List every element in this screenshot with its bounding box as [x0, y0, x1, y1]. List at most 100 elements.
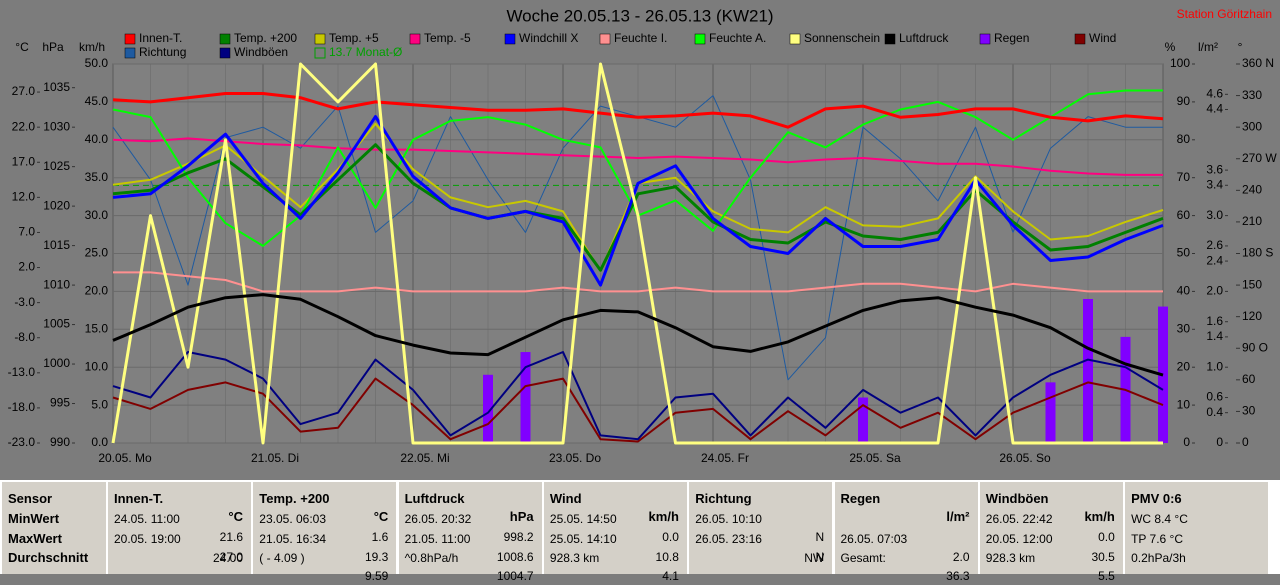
column-header: Innen-T. °C — [114, 490, 243, 524]
header-title: Sensor — [8, 491, 53, 506]
row-label: MinWert — [8, 511, 60, 526]
y-tick-label: -3.0 — [14, 295, 35, 309]
y-tick-label: 20 — [1177, 359, 1191, 373]
table-cell: 26.05. 10:10 N — [695, 510, 824, 544]
y-tick-label: 100 — [1170, 56, 1190, 70]
cell-value: 24.00 — [212, 551, 243, 565]
legend-label: Richtung — [139, 45, 186, 59]
y-tick-label: 50.0 — [85, 56, 109, 70]
legend-label: Wind — [1089, 31, 1116, 45]
table-column: Innen-T. °C 24.05. 11:00 21.6 20.05. 19:00 27… — [108, 482, 251, 574]
table-cell: 24.05. 11:00 21.6 — [114, 510, 243, 544]
series-line — [112, 137, 1163, 176]
legend-swatch — [979, 33, 991, 45]
legend-swatch — [219, 33, 231, 45]
y-tick-label: 10 — [1177, 397, 1191, 411]
axis-unit: hPa — [42, 40, 64, 54]
y-tick-label: 1035 — [43, 80, 70, 94]
series-line — [112, 351, 1164, 441]
row-label: MaxWert — [8, 530, 62, 546]
y-tick-label: 25.0 — [85, 246, 109, 260]
series-line — [112, 293, 1164, 377]
table-column: Sensor MinWert MaxWert Durchschnitt — [2, 482, 106, 574]
x-tick-label: 24.05. Fr — [701, 451, 749, 465]
y-tick-label: 70 — [1177, 170, 1191, 184]
station: Station Göritzhain — [1177, 7, 1272, 21]
y-tick-label: 90 O — [1242, 340, 1268, 354]
y-tick-label: 15.0 — [85, 321, 109, 335]
header-title: Regen — [840, 491, 881, 506]
legend-swatch — [314, 33, 326, 45]
legend-label: Feuchte A. — [709, 31, 766, 45]
cell-value: 998.2 — [503, 530, 534, 544]
cell-date: 26.05. 10:10 — [695, 512, 762, 526]
column-header: Windböen km/h — [985, 490, 1115, 524]
y-tick-label: 2.0 — [1206, 284, 1223, 298]
y-tick-label: 180 S — [1242, 246, 1273, 260]
y-tick-label: 90 — [1177, 94, 1191, 108]
header-unit: km/h — [1084, 509, 1115, 524]
rain-bar — [1045, 382, 1056, 443]
y-tick-label: 12.0 — [12, 190, 36, 204]
column-header: Regen l/m² — [840, 490, 970, 524]
rain-bar — [483, 374, 493, 443]
table-cell: 25.05. 14:10 10.8 — [550, 530, 679, 564]
y-tick-label: 7.0 — [18, 225, 35, 239]
series-line — [112, 115, 1164, 287]
y-tick-label: -13.0 — [8, 365, 36, 379]
y-tick-label: -23.0 — [8, 435, 36, 449]
legend-swatch — [409, 33, 421, 45]
axis-unit: °C — [15, 40, 29, 54]
cell-value: 4.1 — [662, 569, 679, 583]
legend-label: Temp. +200 — [234, 31, 297, 45]
column-header: Luftdruck hPa — [405, 490, 534, 524]
legend-label: Sonnenschein — [804, 31, 880, 45]
legend-swatch — [694, 33, 706, 45]
y-tick-label: 30.0 — [85, 208, 109, 222]
table-cell: 23.05. 06:03 1.6 — [259, 510, 388, 544]
cell-date: 928.3 km — [549, 551, 600, 565]
series-line — [112, 377, 1164, 443]
y-tick-label: 270 W — [1242, 151, 1277, 165]
cell-date: 26.05. 22:42 — [985, 512, 1053, 526]
cell-date: Gesamt: — [840, 551, 886, 565]
y-tick-label: 1030 — [43, 119, 70, 133]
cell-date: 928.3 km — [985, 551, 1036, 565]
table-column: Temp. +200 °C 23.05. 06:03 1.6 21.05. 16:34 1… — [253, 482, 397, 583]
cell-value: 21.6 — [219, 530, 243, 544]
cell-value: N — [815, 530, 825, 544]
table-column: PMV 0:6 WC 8.4 °C TP 7.6 °C 0.2hPa/3h — [1125, 482, 1269, 574]
cell-date: ( - 4.09 ) — [259, 551, 305, 565]
legend-swatch — [504, 33, 516, 45]
header-title: Windböen — [985, 491, 1049, 506]
table-cell: 928.3 km 5.5 — [985, 549, 1115, 583]
y-tick-label: -18.0 — [8, 400, 36, 414]
table-cell: 25.05. 14:50 0.0 — [550, 510, 679, 544]
header-title: Richtung — [695, 491, 752, 506]
header-title: Temp. +200 — [259, 491, 330, 506]
legend-swatch — [124, 33, 136, 45]
table-column: Wind km/h 25.05. 14:50 0.0 25.05. 14:10 10.8 9… — [543, 482, 687, 583]
y-tick-label: 5.0 — [91, 397, 108, 411]
table-cell: TP 7.6 °C — [1131, 530, 1260, 548]
stats-table: Sensor MinWert MaxWert Durchschnitt Innen-T.… — [0, 480, 1280, 583]
y-tick-label: 360 N — [1242, 56, 1274, 70]
y-tick-label: 1010 — [43, 277, 70, 291]
cell-value: 0.0 — [662, 530, 679, 544]
cell-value: 19.3 — [364, 549, 389, 564]
y-tick-label: 30 — [1242, 404, 1256, 418]
table-cell: ( - 4.09 ) 9.59 — [259, 549, 388, 583]
table-cell: MaxWert — [8, 530, 98, 548]
y-tick-label: -8.0 — [14, 330, 35, 344]
y-tick-label: 27.0 — [12, 84, 36, 98]
rain-bar — [1083, 298, 1093, 443]
table-cell: MinWert — [8, 510, 98, 528]
cell-date: ^0.8hPa/h — [404, 551, 459, 565]
y-tick-label: 10.0 — [85, 359, 109, 373]
header-unit: °C — [228, 509, 243, 524]
legend-label: Innen-T. — [139, 31, 182, 45]
series-line — [112, 92, 1164, 129]
y-tick-label: 4.4 — [1206, 102, 1223, 116]
legend-label: Temp. -5 — [424, 31, 471, 45]
y-tick-label: 0 — [1183, 435, 1190, 449]
